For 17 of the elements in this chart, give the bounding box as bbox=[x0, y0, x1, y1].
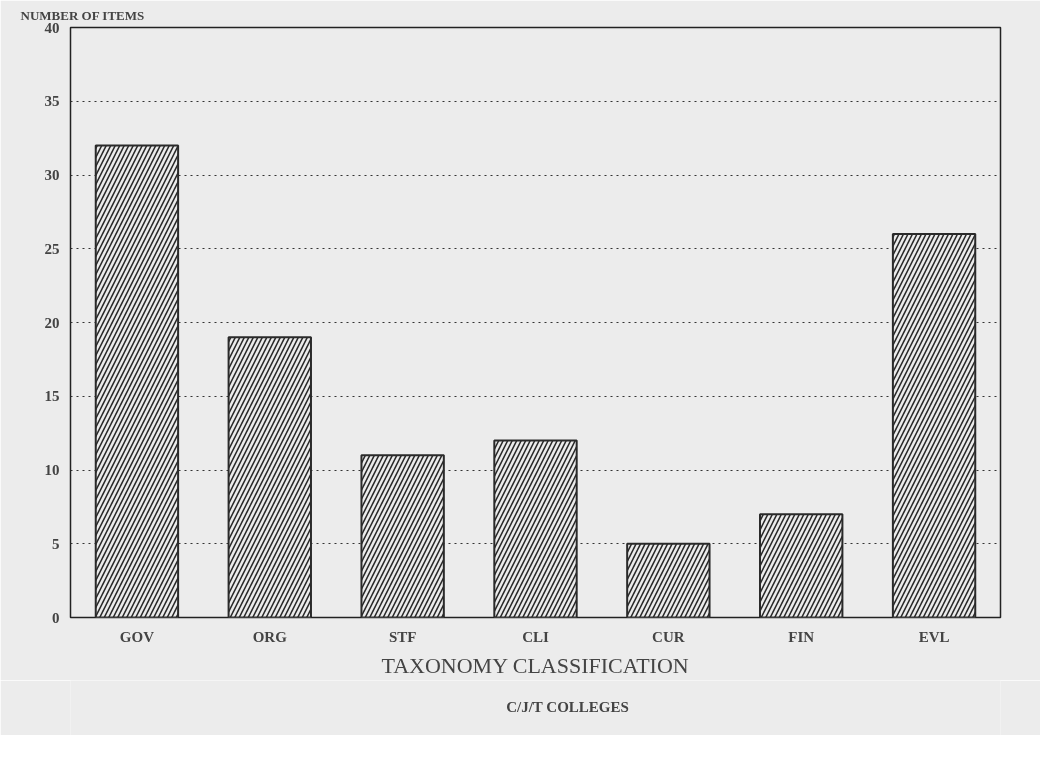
text: C/J/T COLLEGES bbox=[506, 699, 629, 716]
x-tick-label: CLI bbox=[522, 628, 549, 645]
x-axis-title: TAXONOMY CLASSIFICATION bbox=[381, 652, 689, 678]
x-tick-label: GOV bbox=[119, 628, 155, 645]
x-tick-label: CUR bbox=[652, 628, 685, 645]
y-tick-label: 30 bbox=[44, 167, 60, 183]
y-tick-label: 15 bbox=[44, 388, 60, 405]
y-tick-label: 0 bbox=[52, 609, 60, 626]
x-tick-label: ORG bbox=[252, 628, 288, 645]
x-tick-label: STF bbox=[388, 628, 417, 645]
y-tick-label: 5 bbox=[52, 535, 60, 552]
y-tick-label: 20 bbox=[44, 314, 60, 331]
y-tick-label: 10 bbox=[44, 462, 60, 478]
x-tick-label: FIN bbox=[788, 628, 815, 645]
x-tick-label: EVL bbox=[918, 628, 950, 645]
y-tick-label: 35 bbox=[44, 93, 60, 110]
y-tick-label: 25 bbox=[44, 240, 60, 257]
